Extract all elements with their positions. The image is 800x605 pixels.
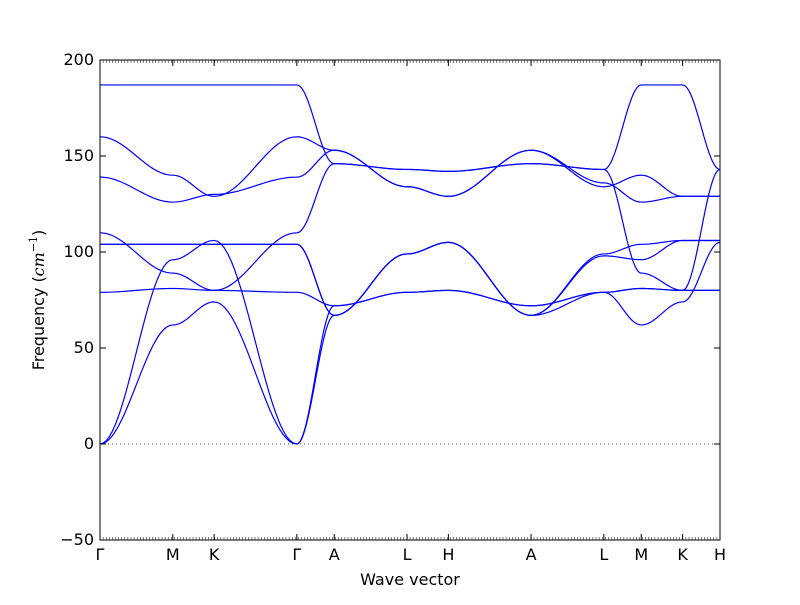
y-axis-title-unit-exponent: −1 bbox=[27, 236, 40, 252]
band-line-5 bbox=[100, 239, 720, 316]
y-tick-label: 100 bbox=[63, 242, 94, 261]
band-line-8 bbox=[99, 239, 720, 445]
y-tick-label: −50 bbox=[60, 530, 94, 549]
x-tick-label: Γ bbox=[96, 545, 105, 564]
plot-frame bbox=[99, 59, 721, 541]
x-tick-label: K bbox=[677, 545, 688, 564]
x-tick-label: H bbox=[442, 545, 454, 564]
band-line-7 bbox=[99, 287, 720, 307]
y-axis-title-paren-close: ) bbox=[29, 230, 48, 236]
band-line-9 bbox=[99, 241, 721, 445]
y-tick-label: 0 bbox=[84, 434, 94, 453]
x-tick-label: K bbox=[209, 545, 220, 564]
x-axis-title: Wave vector bbox=[360, 570, 460, 589]
x-tick-label: Γ bbox=[292, 545, 301, 564]
band-line-4 bbox=[99, 163, 721, 292]
bands-layer bbox=[99, 84, 721, 445]
x-tick-label: L bbox=[403, 545, 412, 564]
x-tick-label: M bbox=[166, 545, 180, 564]
band-line-6 bbox=[100, 239, 720, 316]
y-axis-title: Frequency (cm−1) bbox=[27, 230, 48, 371]
tick-labels-layer: −50 0 50 100 150 200 Γ M K Γ A L H A L M K H bbox=[60, 50, 726, 564]
x-tick-label: M bbox=[634, 545, 648, 564]
y-axis-title-paren-open: ( bbox=[29, 276, 48, 287]
x-tick-label: L bbox=[599, 545, 608, 564]
band-line-1 bbox=[100, 84, 721, 172]
x-tick-label: A bbox=[329, 545, 340, 564]
x-tick-label: H bbox=[714, 545, 726, 564]
x-tick-label: A bbox=[526, 545, 537, 564]
y-tick-label: 150 bbox=[63, 146, 94, 165]
y-axis-title-unit: cm bbox=[29, 252, 48, 276]
y-tick-label: 200 bbox=[63, 50, 94, 69]
band-line-3 bbox=[99, 149, 720, 203]
y-tick-label: 50 bbox=[74, 338, 94, 357]
ticks-layer bbox=[99, 59, 721, 541]
y-axis-title-text: Frequency bbox=[29, 288, 48, 371]
